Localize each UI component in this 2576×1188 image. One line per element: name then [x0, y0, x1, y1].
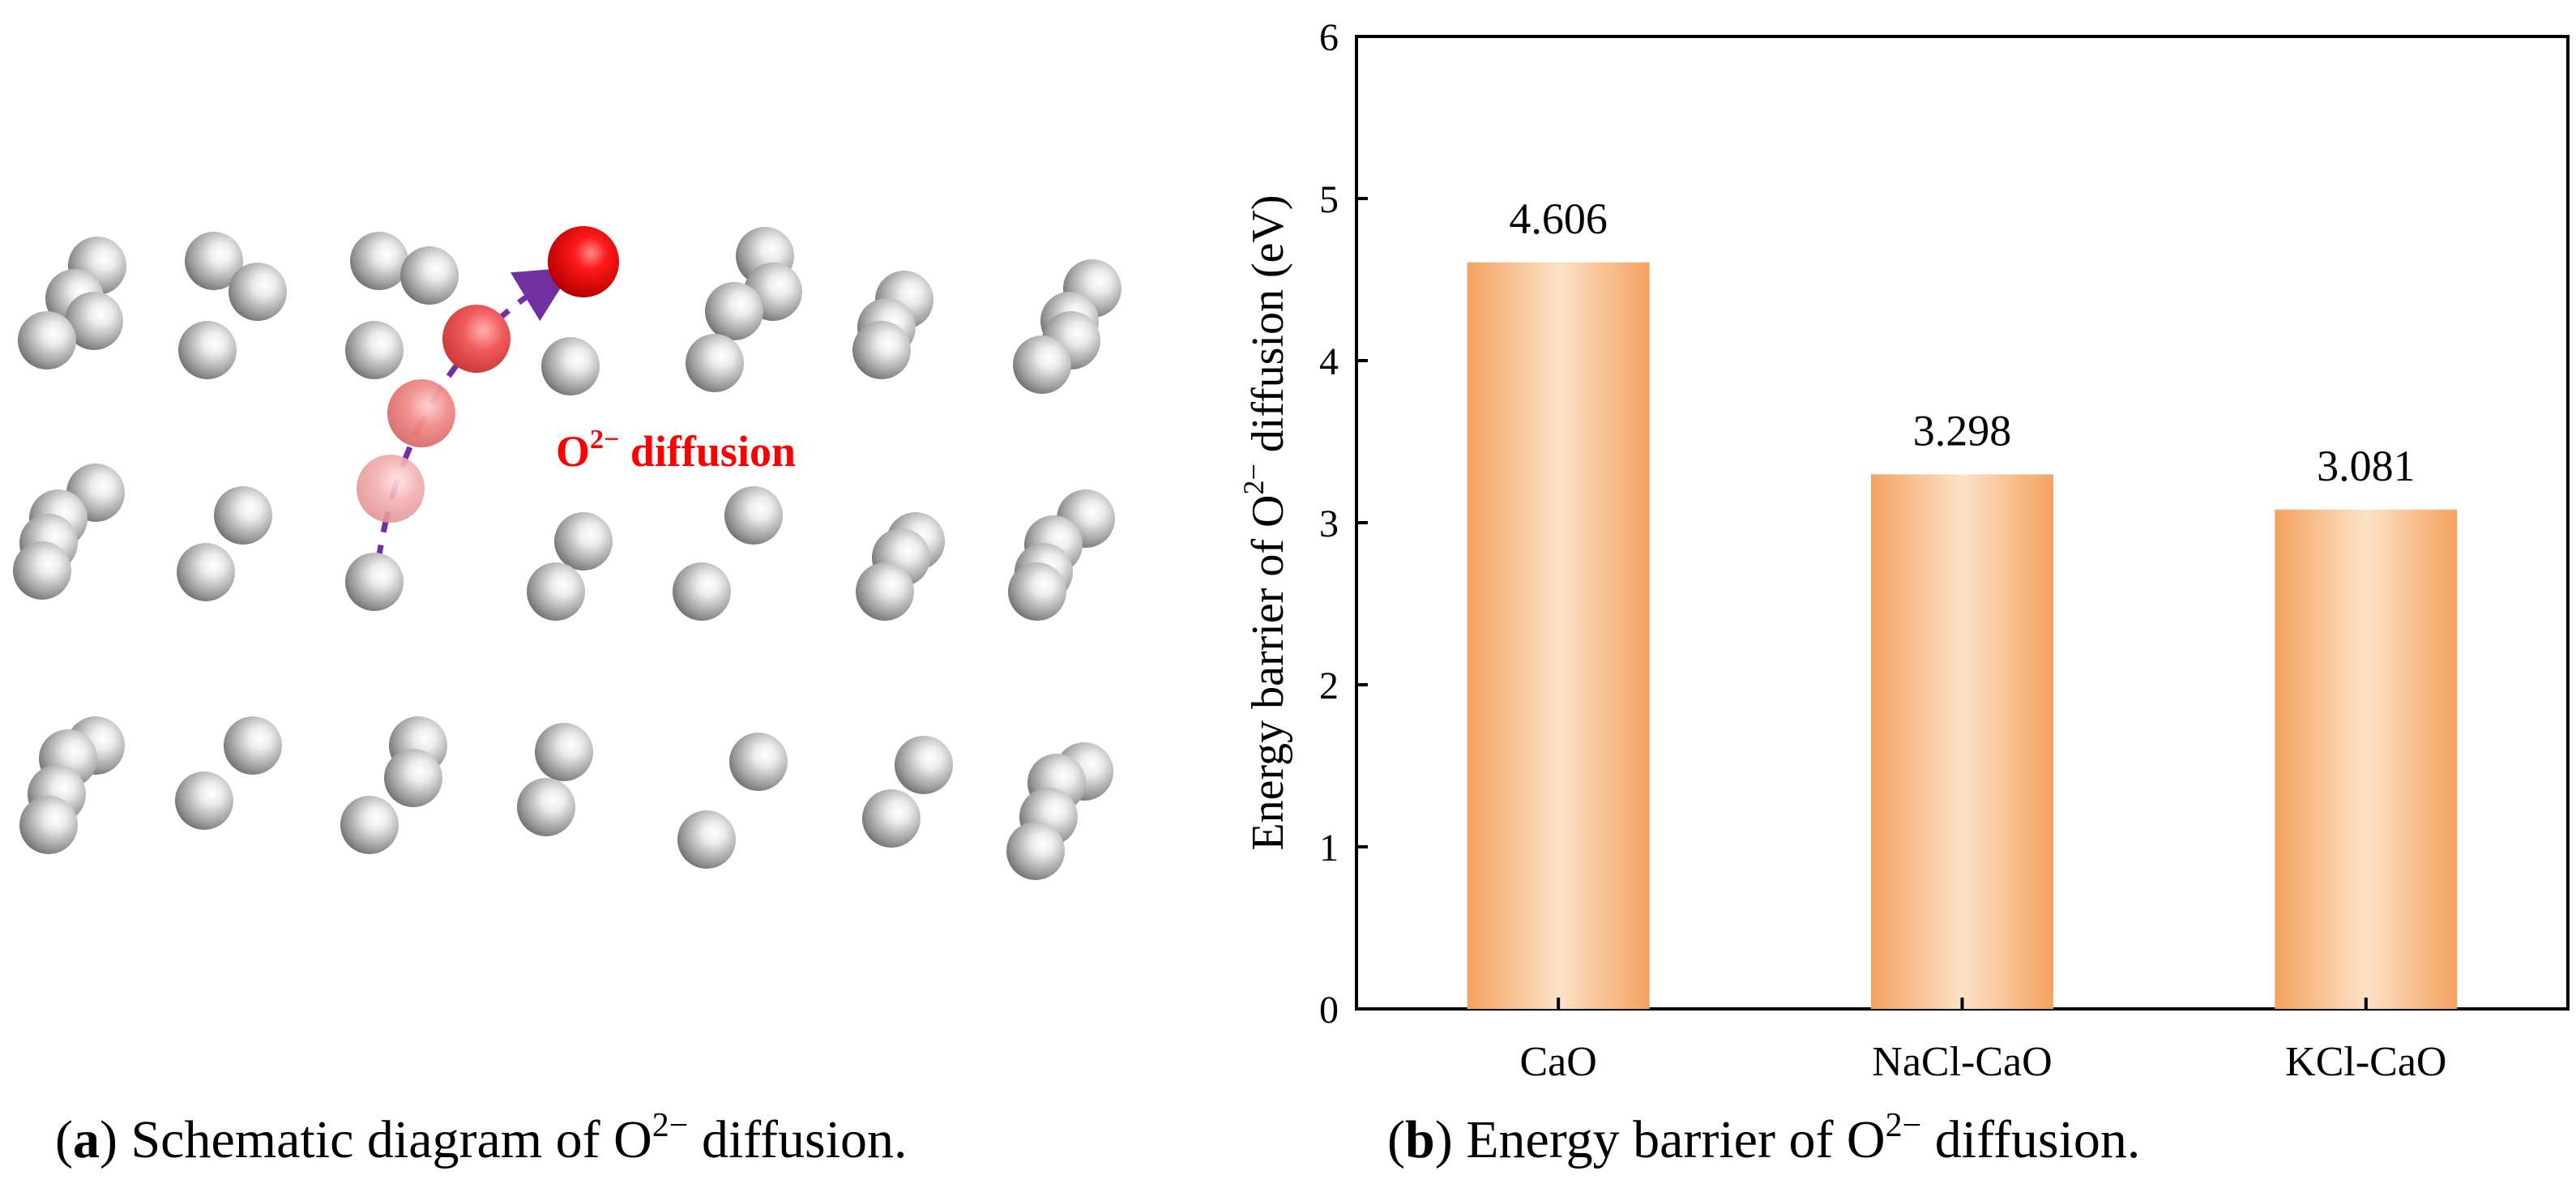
calcium-atom [541, 337, 600, 395]
calcium-atom [862, 789, 921, 848]
calcium-atom [852, 321, 911, 379]
calcium-atom [527, 562, 585, 621]
calcium-atom [340, 796, 399, 854]
y-tick-label: 0 [1319, 989, 1339, 1032]
calcium-atom [224, 716, 282, 775]
y-axis-label: Energy barrier of O2− diffusion (eV) [1237, 194, 1293, 850]
bar-value-label: 3.081 [2317, 442, 2416, 490]
oxygen-atom-step-2 [387, 379, 455, 447]
y-tick-label: 1 [1319, 827, 1339, 870]
bar-kcl-cao [2275, 509, 2458, 1009]
calcium-atom [19, 796, 78, 854]
calcium-atom [705, 282, 763, 340]
x-tick-label: KCl-CaO [2285, 1039, 2446, 1085]
calcium-atom [1006, 822, 1065, 880]
calcium-atom [535, 723, 593, 781]
calcium-atom [686, 334, 744, 392]
y-tick-label: 5 [1319, 178, 1339, 221]
calcium-atom [177, 543, 235, 601]
calcium-atom [18, 311, 76, 370]
bar-value-label: 3.298 [1913, 406, 2012, 455]
x-tick-label: CaO [1520, 1039, 1597, 1085]
bar-cao [1467, 262, 1650, 1009]
calcium-atom [400, 246, 459, 305]
calcium-atom [673, 562, 731, 621]
calcium-atom [185, 232, 243, 290]
calcium-atom [178, 321, 237, 379]
caption-b: (b) Energy barrier of O2− diffusion. [1387, 1107, 2140, 1169]
y-tick-label: 4 [1319, 340, 1339, 383]
oxygen-atom-step-3 [442, 305, 511, 373]
calcium-atom [345, 321, 404, 379]
calcium-atom [175, 771, 233, 830]
calcium-atom-lattice [13, 227, 1121, 880]
bar-nacl-cao [1871, 474, 2053, 1009]
calcium-atom [214, 486, 272, 545]
diffusion-path-arrow [371, 267, 574, 600]
y-tick-label: 3 [1319, 502, 1339, 545]
panel-a-schematic: O2− diffusion (a) Schematic diagram of O… [13, 226, 1121, 1169]
calcium-atom [856, 562, 914, 621]
calcium-atom [724, 486, 783, 545]
calcium-atom [384, 749, 442, 807]
calcium-atom [350, 232, 408, 290]
caption-a: (a) Schematic diagram of O2− diffusion. [55, 1107, 908, 1169]
y-tick-label: 6 [1319, 16, 1339, 59]
y-axis-ticks: 0 1 2 3 4 5 6 [1319, 16, 1368, 1032]
bar-value-label: 4.606 [1509, 194, 1608, 243]
panel-b-bar-chart: 0 1 2 3 4 5 6 4.606 3.298 3.081 CaO NaCl-CaO KCl-C… [1237, 16, 2570, 1169]
diffusion-label: O2− diffusion [556, 425, 796, 476]
calcium-atom [895, 736, 953, 794]
calcium-atom [729, 733, 788, 791]
oxygen-atom-start [345, 553, 404, 611]
bars: 4.606 3.298 3.081 [1467, 194, 2458, 1009]
calcium-atom [13, 541, 71, 600]
x-axis-ticks: CaO NaCl-CaO KCl-CaO [1520, 998, 2446, 1085]
calcium-atom [517, 778, 575, 836]
calcium-atom [677, 810, 736, 869]
calcium-atom [65, 292, 123, 350]
y-tick-label: 2 [1319, 665, 1339, 707]
oxygen-atom-end [548, 226, 619, 297]
calcium-atom [1013, 335, 1071, 394]
calcium-atom [554, 512, 613, 570]
calcium-atom [1008, 562, 1066, 621]
x-tick-label: NaCl-CaO [1872, 1039, 2052, 1085]
oxygen-atom-step-1 [357, 455, 425, 523]
calcium-atom [229, 263, 287, 321]
